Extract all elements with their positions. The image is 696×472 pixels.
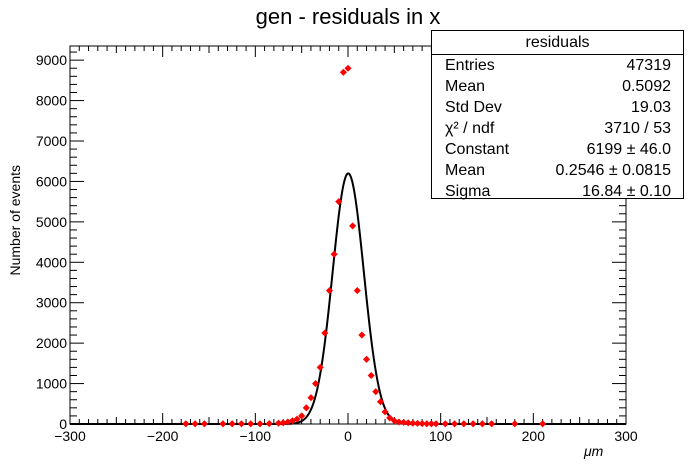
data-point — [274, 419, 283, 427]
data-point — [339, 68, 347, 76]
data-point — [441, 420, 449, 428]
x-tick-label: 200 — [522, 428, 546, 444]
y-tick-label: 8000 — [36, 93, 67, 109]
data-point — [182, 420, 190, 428]
data-point — [298, 412, 306, 420]
data-point — [423, 420, 431, 428]
y-tick-label: 7000 — [36, 133, 67, 149]
stats-row-label: Sigma — [445, 183, 491, 200]
stats-row-label: Constant — [445, 141, 510, 158]
y-axis-label: Number of events — [7, 165, 23, 276]
y-tick-label: 6000 — [36, 173, 67, 189]
stats-row-label: Entries — [445, 57, 495, 74]
data-point — [395, 418, 403, 426]
stats-row: Constant 6199 ± 46.0 — [432, 139, 683, 160]
y-tick-label: 1000 — [36, 376, 67, 392]
stats-row-label: Std Dev — [445, 99, 502, 116]
y-tick-label: 2000 — [36, 335, 67, 351]
data-point — [293, 415, 301, 423]
stats-row: Mean 0.2546 ± 0.0815 — [432, 160, 683, 181]
data-point — [256, 420, 264, 428]
stats-row-label: Mean — [445, 162, 486, 179]
data-point — [330, 250, 338, 258]
x-axis-label: μm — [584, 443, 604, 459]
x-tick-label: −300 — [54, 428, 86, 444]
x-tick-label: 300 — [614, 428, 638, 444]
stats-row-value: 3710 / 53 — [604, 120, 671, 137]
data-point — [511, 420, 519, 428]
data-point — [219, 420, 227, 428]
x-tick-label: 0 — [344, 428, 352, 444]
stats-row-value: 0.5092 — [622, 78, 671, 95]
data-point — [228, 420, 236, 428]
data-point — [316, 363, 324, 371]
y-tick-label: 9000 — [36, 52, 67, 68]
data-point — [400, 418, 408, 426]
y-tick-label: 4000 — [36, 254, 67, 270]
data-point — [307, 394, 315, 402]
data-point — [478, 420, 486, 428]
stats-box-title: residuals — [432, 31, 683, 55]
data-point — [247, 420, 255, 428]
data-point — [418, 420, 426, 428]
data-point — [321, 329, 329, 337]
stats-row-value: 16.84 ± 0.10 — [582, 183, 671, 200]
data-point — [312, 380, 320, 388]
data-point — [381, 408, 389, 416]
data-point — [413, 419, 422, 427]
data-point — [344, 64, 352, 72]
stats-row-value: 6199 ± 46.0 — [586, 141, 671, 158]
stats-row: Std Dev 19.03 — [432, 97, 683, 118]
stats-row-value: 0.2546 ± 0.0815 — [555, 162, 671, 179]
stats-row: Entries 47319 — [432, 55, 683, 76]
data-point — [427, 420, 435, 428]
data-point — [404, 419, 412, 427]
data-point — [335, 198, 343, 206]
y-tick-label: 5000 — [36, 214, 67, 230]
chart-title: gen - residuals in x — [255, 4, 441, 29]
stats-row-value: 19.03 — [630, 99, 671, 116]
data-point — [367, 371, 375, 380]
data-point — [191, 420, 199, 428]
data-point — [432, 420, 440, 428]
stats-box: residuals Entries 47319 Mean 0.5092 Std … — [431, 30, 684, 202]
data-point — [265, 420, 273, 428]
data-point — [488, 420, 496, 428]
stats-row: χ² / ndf 3710 / 53 — [432, 118, 683, 139]
data-point — [451, 420, 459, 428]
data-point — [279, 419, 287, 427]
data-point — [376, 398, 384, 406]
stats-row-label: Mean — [445, 78, 486, 95]
stats-row-value: 47319 — [626, 57, 672, 74]
y-tick-label: 0 — [59, 416, 67, 432]
data-point — [372, 388, 380, 396]
y-tick-label: 3000 — [36, 295, 67, 311]
data-point — [539, 420, 547, 428]
data-point — [386, 414, 394, 422]
data-point — [200, 420, 208, 428]
data-point — [302, 404, 310, 412]
data-point — [358, 331, 366, 339]
x-tick-label: −200 — [147, 428, 179, 444]
stats-row-label: χ² / ndf — [445, 120, 495, 137]
data-point — [469, 420, 477, 428]
fit-curve — [70, 172, 626, 425]
data-point — [353, 287, 361, 295]
stats-row: Mean 0.5092 — [432, 76, 683, 97]
stats-row: Sigma 16.84 ± 0.10 — [432, 181, 683, 202]
data-point — [349, 222, 357, 230]
data-point — [460, 420, 468, 428]
data-point — [325, 287, 334, 295]
data-point — [362, 355, 371, 363]
data-point — [237, 420, 245, 428]
x-tick-label: −100 — [240, 428, 272, 444]
x-tick-label: 100 — [429, 428, 453, 444]
data-point — [409, 419, 417, 427]
